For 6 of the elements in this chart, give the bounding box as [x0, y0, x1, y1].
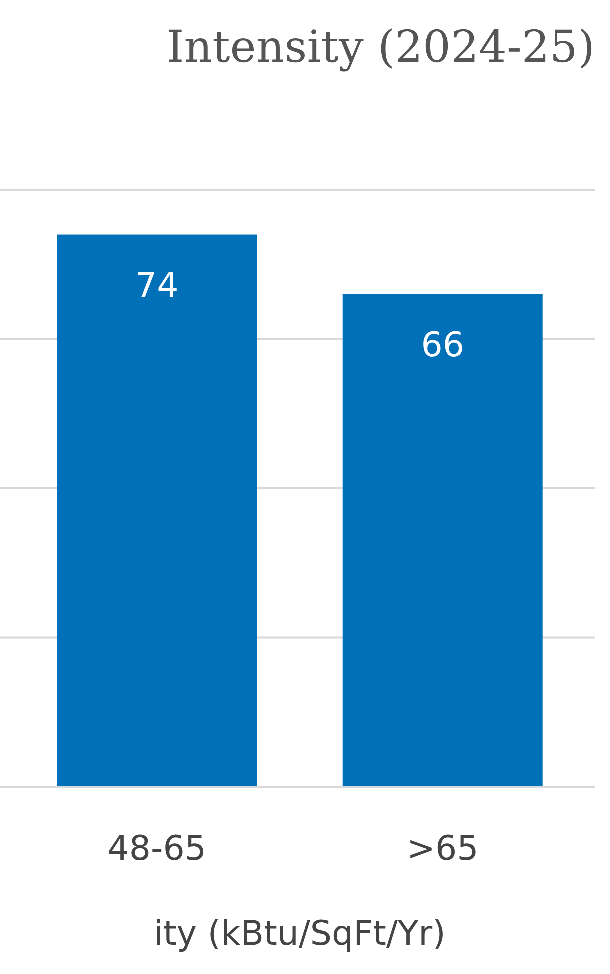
x-axis-title: ity (kBtu/SqFt/Yr)	[154, 914, 446, 954]
x-tick-label: 48-65	[108, 829, 207, 869]
data-label: 74	[136, 266, 179, 306]
chart-title: Intensity (2024-25)	[166, 22, 595, 73]
x-tick-label: >65	[406, 829, 479, 869]
data-label: 66	[421, 325, 464, 366]
